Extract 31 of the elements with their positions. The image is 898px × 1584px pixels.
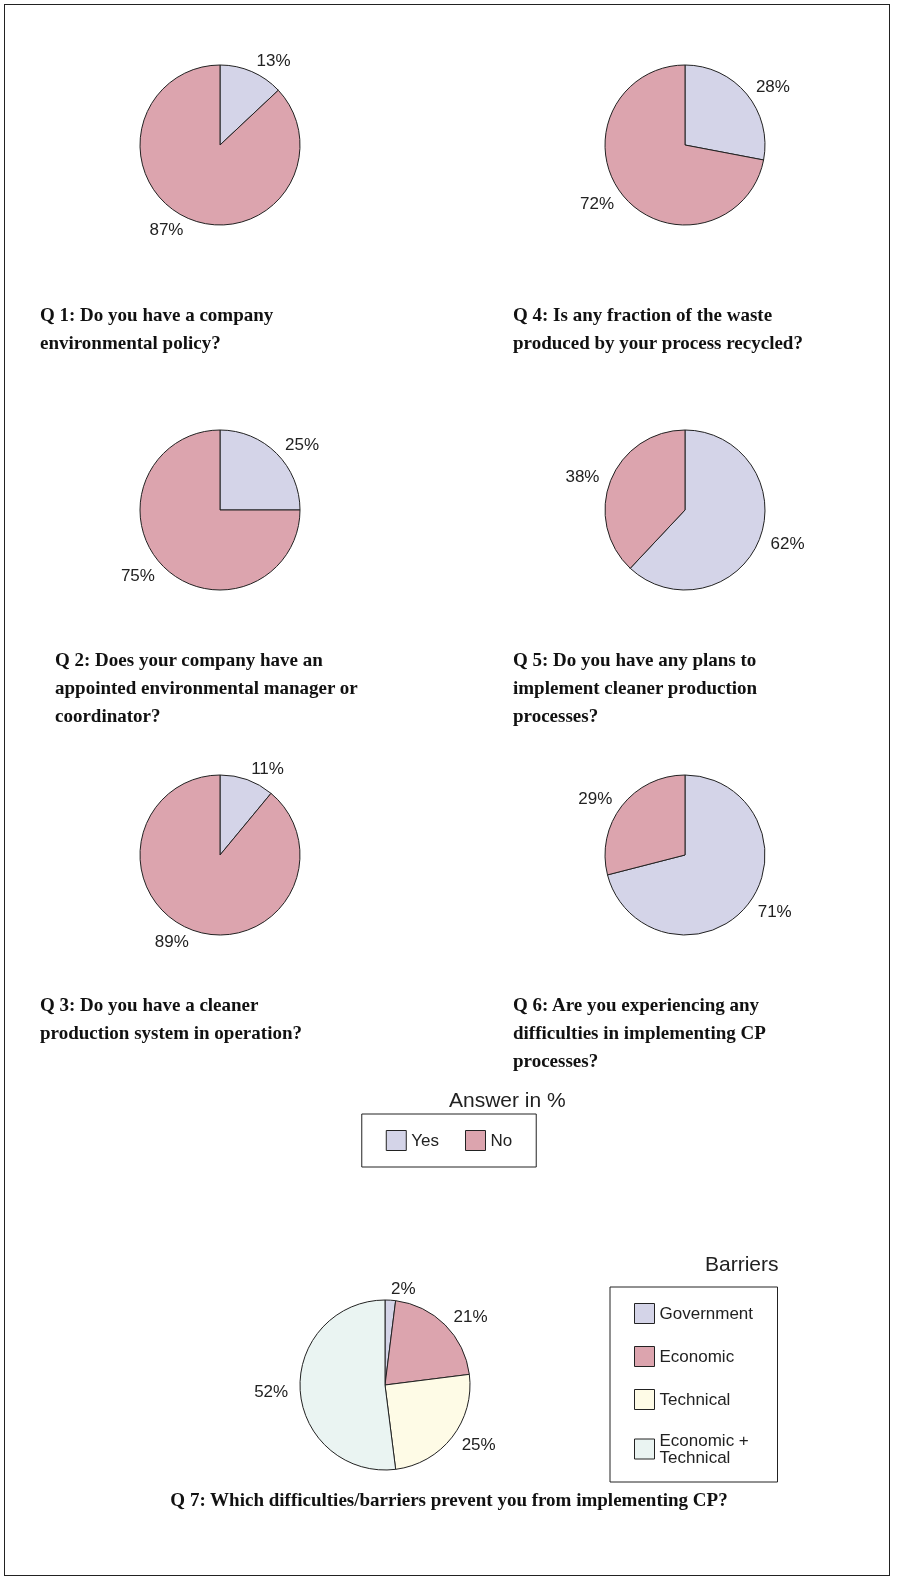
data-label: 21%: [453, 1306, 488, 1326]
data-label: 71%: [757, 901, 792, 921]
text: Q 5: Do you have any plans to implement cleaner production processes?: [513, 648, 762, 726]
data-label: 72%: [580, 194, 615, 214]
data-label: 25%: [285, 435, 320, 455]
legend-label: Economic + Technical: [659, 1431, 754, 1467]
text: Q 2: Does your company have an appointed environmental manager or coordinator?: [55, 648, 363, 726]
data-label: 29%: [578, 789, 613, 809]
text: Q 3: Do you have a cleaner production system in operation?: [40, 993, 302, 1043]
data-label: 13%: [256, 51, 291, 71]
data-label: 87%: [149, 219, 184, 239]
legend-title: Answer in %: [449, 1088, 566, 1111]
legend-label: Yes: [411, 1131, 439, 1150]
text: Q 6: Are you experiencing any difficulties in implementing CP processes?: [513, 993, 770, 1071]
text: Q 7: Which difficulties/barriers prevent you from implementing CP?: [170, 1488, 728, 1510]
data-label: 75%: [120, 565, 155, 585]
legend-label: Technical: [659, 1390, 731, 1409]
data-label: 25%: [461, 1434, 496, 1454]
data-label: 11%: [251, 758, 284, 778]
data-label: 28%: [755, 76, 790, 96]
legend-title: Barriers: [705, 1252, 779, 1275]
legend-label: No: [490, 1131, 513, 1150]
text: Q 1: Do you have a company environmental policy?: [40, 303, 279, 353]
legend-label: Economic: [659, 1347, 735, 1366]
data-label: 52%: [254, 1381, 289, 1401]
text: Q 4: Is any fraction of the waste produced by your process recycled?: [513, 303, 803, 353]
data-label: 2%: [391, 1278, 416, 1298]
legend-label: Government: [659, 1304, 754, 1323]
data-label: 38%: [565, 466, 600, 486]
data-label: 62%: [770, 534, 805, 554]
data-label: 89%: [154, 932, 189, 952]
